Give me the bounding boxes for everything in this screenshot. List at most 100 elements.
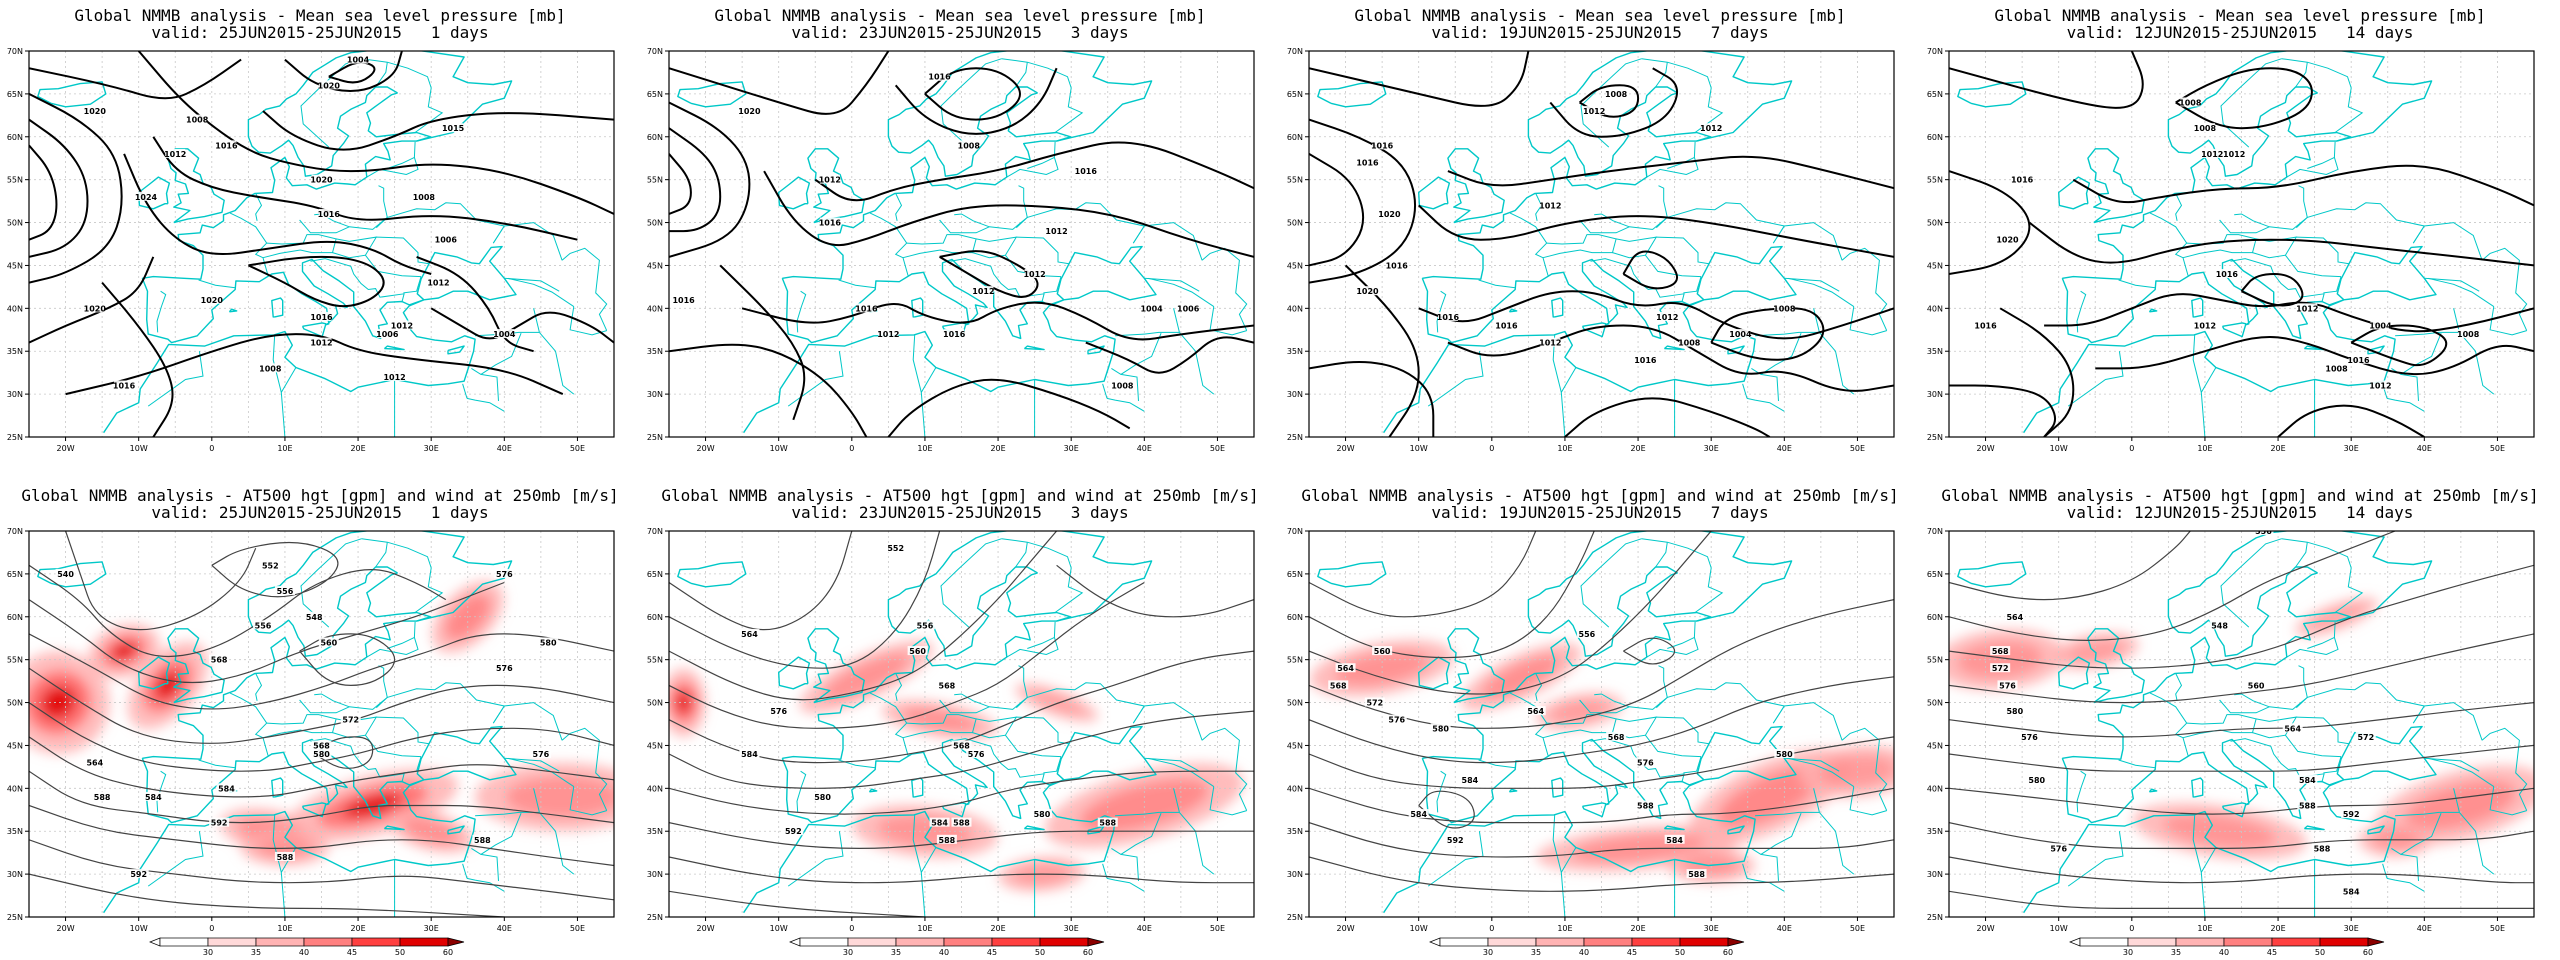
contour-label: 1008 xyxy=(2179,98,2202,107)
contour-label: 584 xyxy=(1666,836,1683,845)
axis-ticks: 20W 10W 0 10E 20E 30E 40E 50E 70N 65N 60N 55N 50N 45N… xyxy=(7,47,585,453)
mslp-map-panel: Global NMMB analysis - Mean sea level pr… xyxy=(1280,0,1920,480)
longitude-tick-label: 50E xyxy=(570,444,585,453)
latitude-tick-label: 45N xyxy=(1927,741,1943,750)
contour-label: 1020 xyxy=(201,296,224,305)
latitude-tick-label: 30N xyxy=(1927,870,1943,879)
latitude-tick-label: 65N xyxy=(647,90,663,99)
contour-label: 580 xyxy=(1432,724,1449,733)
longitude-tick-label: 50E xyxy=(570,924,585,933)
contour-label: 564 xyxy=(2006,613,2023,622)
geopotential-contours xyxy=(669,531,1254,917)
jet-stream-shading xyxy=(669,640,1244,892)
contour-label: 556 xyxy=(2255,527,2272,536)
contour-labels: 1020 1016 1008 1012 1016 1016 1012 1012 1016 1016… xyxy=(672,71,1200,391)
contour-label: 1016 xyxy=(1356,159,1379,168)
country-borders xyxy=(1427,538,1888,917)
contour-label: 1016 xyxy=(855,304,878,313)
longitude-tick-label: 10E xyxy=(277,924,292,933)
longitude-tick-label: 30E xyxy=(1064,444,1079,453)
coastline xyxy=(1317,531,1797,914)
geopotential-contours xyxy=(1309,531,1894,892)
contour-label: 1016 xyxy=(928,73,951,82)
contour-label: 1012 xyxy=(310,339,332,348)
contour-label: 1004 xyxy=(2369,321,2392,330)
longitude-tick-label: 20W xyxy=(1337,444,1355,453)
longitude-tick-label: 50E xyxy=(1850,444,1865,453)
colorbar-tick-label: 50 xyxy=(1675,948,1685,957)
contour-label: 568 xyxy=(211,656,228,665)
latitude-tick-label: 45N xyxy=(7,741,23,750)
latitude-tick-label: 35N xyxy=(647,827,663,836)
contour-label: 564 xyxy=(2284,724,2301,733)
contour-label: 556 xyxy=(1579,630,1596,639)
latitude-tick-label: 25N xyxy=(7,913,23,922)
longitude-tick-label: 10W xyxy=(770,924,788,933)
contour-label: 1008 xyxy=(2325,364,2348,373)
contour-label: 1012 xyxy=(1023,270,1045,279)
latitude-tick-label: 70N xyxy=(1287,527,1303,536)
contour-label: 588 xyxy=(939,836,956,845)
contour-label: 1012 xyxy=(1656,313,1678,322)
map-frame xyxy=(28,50,615,438)
contour-label: 588 xyxy=(2314,844,2331,853)
longitude-tick-label: 10W xyxy=(130,444,148,453)
longitude-tick-label: 20W xyxy=(1977,444,1995,453)
latitude-tick-label: 30N xyxy=(1287,870,1303,879)
contour-label: 1012 xyxy=(1539,201,1561,210)
latitude-tick-label: 25N xyxy=(1287,433,1303,442)
contour-label: 1004 xyxy=(1140,304,1163,313)
contour-label: 552 xyxy=(887,544,904,553)
contour-label: 1006 xyxy=(1177,304,1200,313)
longitude-tick-label: 0 xyxy=(1489,444,1494,453)
latitude-tick-label: 50N xyxy=(1927,219,1943,228)
longitude-tick-label: 30E xyxy=(1064,924,1079,933)
contour-labels: 1020 1004 1020 1008 1012 1016 1015 1020 1024 1016… xyxy=(84,54,516,391)
contour-label: 580 xyxy=(313,750,330,759)
contour-label: 1012 xyxy=(164,150,186,159)
contour-label: 588 xyxy=(1637,801,1654,810)
longitude-tick-label: 40E xyxy=(497,924,512,933)
latitude-tick-label: 60N xyxy=(647,613,663,622)
longitude-tick-label: 40E xyxy=(497,444,512,453)
contour-label: 1020 xyxy=(1378,210,1401,219)
longitude-tick-label: 20W xyxy=(1337,924,1355,933)
contour-labels: 560 564 568 572 576 580 556 564 568 576 580 584 584 5… xyxy=(1328,628,1795,879)
latitude-tick-label: 60N xyxy=(7,133,23,142)
country-borders xyxy=(787,538,1248,917)
latitude-tick-label: 45N xyxy=(647,261,663,270)
country-borders xyxy=(147,538,608,917)
latitude-tick-label: 30N xyxy=(1287,390,1303,399)
contour-label: 1004 xyxy=(347,56,370,65)
panel-valid-period: valid: 12JUN2015-25JUN2015 14 days xyxy=(2066,503,2414,522)
latitude-tick-label: 65N xyxy=(1287,570,1303,579)
wind-speed-colorbar: 30 35 40 45 50 60 xyxy=(149,937,465,957)
latitude-tick-label: 35N xyxy=(1287,827,1303,836)
latitude-tick-label: 65N xyxy=(1927,570,1943,579)
contour-label: 576 xyxy=(2050,844,2067,853)
latitude-tick-label: 65N xyxy=(7,570,23,579)
wind-speed-colorbar: 30 35 40 45 50 60 xyxy=(1429,937,1745,957)
longitude-tick-label: 0 xyxy=(2129,444,2134,453)
z500-jet-map-panel: Global NMMB analysis - AT500 hgt [gpm] a… xyxy=(0,480,640,960)
latitude-tick-label: 50N xyxy=(7,219,23,228)
contour-label: 1012 xyxy=(819,176,841,185)
latitude-tick-label: 50N xyxy=(647,219,663,228)
contour-label: 1012 xyxy=(383,373,405,382)
longitude-tick-label: 10E xyxy=(1557,444,1572,453)
colorbar-tick-label: 30 xyxy=(1483,948,1493,957)
jet-core-inner xyxy=(2405,780,2517,831)
longitude-tick-label: 10E xyxy=(917,444,932,453)
colorbar-tick-label: 50 xyxy=(1035,948,1045,957)
contour-label: 1008 xyxy=(413,193,436,202)
longitude-tick-label: 40E xyxy=(1137,924,1152,933)
contour-label: 560 xyxy=(2248,681,2265,690)
latitude-tick-label: 70N xyxy=(647,527,663,536)
latitude-tick-label: 55N xyxy=(1287,656,1303,665)
contour-label: 564 xyxy=(1337,664,1354,673)
colorbar-tick-label: 40 xyxy=(299,948,309,957)
contour-label: 572 xyxy=(342,716,359,725)
contour-label: 576 xyxy=(1388,716,1405,725)
contour-label: 588 xyxy=(277,853,294,862)
panel-valid-period: valid: 25JUN2015-25JUN2015 1 days xyxy=(151,503,489,522)
